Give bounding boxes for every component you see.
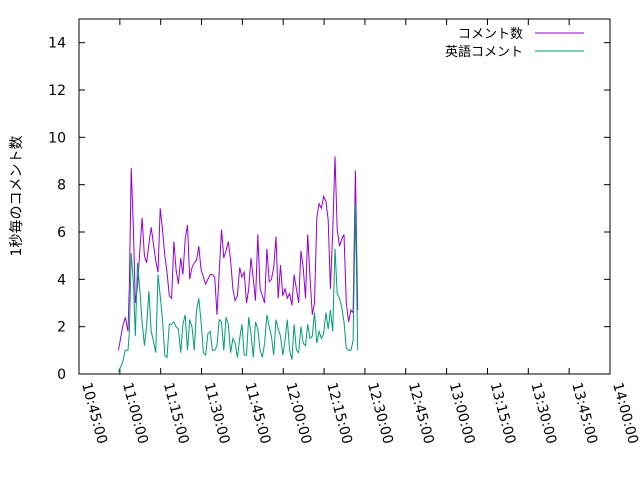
- y-tick-label: 8: [57, 178, 66, 194]
- y-tick-label: 10: [48, 130, 66, 146]
- x-tick-label: 12:15:00: [323, 381, 355, 446]
- x-tick-label: 14:00:00: [609, 381, 640, 446]
- x-tick-label: 11:45:00: [242, 381, 274, 446]
- x-tick-label: 11:15:00: [160, 381, 192, 446]
- x-tick-label: 12:45:00: [405, 381, 437, 446]
- legend-label-2: 英語コメント: [445, 44, 523, 60]
- y-tick-label: 6: [57, 225, 66, 241]
- y-tick-label: 2: [57, 320, 66, 336]
- plot-border: [78, 18, 611, 375]
- x-tick-label: 12:30:00: [364, 381, 396, 446]
- x-tick-label: 13:45:00: [568, 381, 600, 446]
- x-tick-label: 13:30:00: [527, 381, 559, 446]
- x-tick-label: 12:00:00: [282, 381, 314, 446]
- series-layer: [118, 156, 359, 372]
- y-tick-label: 12: [48, 83, 66, 99]
- x-tick-label: 13:15:00: [487, 381, 519, 446]
- x-tick-label: 10:45:00: [78, 381, 110, 446]
- plot-frame: [78, 18, 611, 375]
- y-axis: 0 2 4 6 8 10 12 14: [48, 36, 610, 383]
- legend-label-1: コメント数: [458, 27, 523, 42]
- y-tick-label: 4: [57, 272, 66, 288]
- series-line-1: [118, 156, 359, 351]
- x-tick-label: 11:00:00: [119, 381, 151, 446]
- y-tick-label: 14: [48, 36, 66, 52]
- series-line-2: [118, 203, 359, 372]
- y-axis-title: 1秒毎のコメント数: [9, 136, 25, 257]
- y-tick-label: 0: [57, 367, 66, 383]
- x-tick-label: 11:30:00: [201, 381, 233, 446]
- x-tick-label: 13:00:00: [446, 381, 478, 446]
